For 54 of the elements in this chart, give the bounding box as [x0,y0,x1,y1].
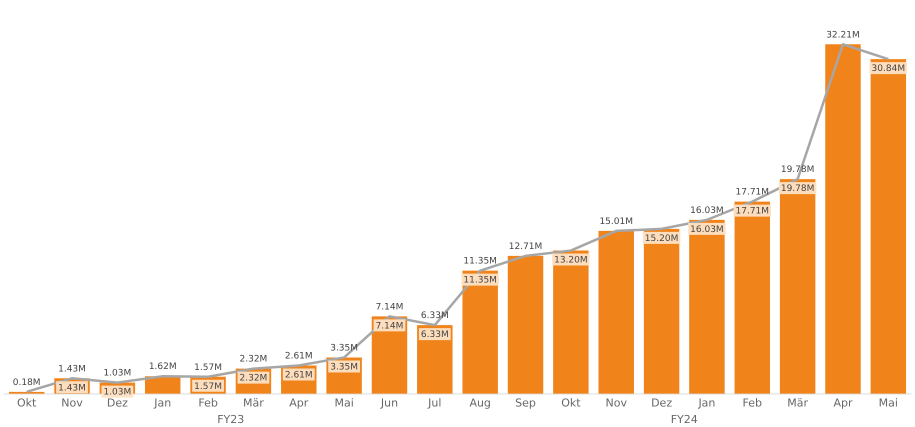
x-tick-label: Jan [697,396,716,410]
data-label: 32.21M [826,30,860,40]
data-label: 1.57M [194,362,222,373]
data-label: 11.35M [463,256,497,267]
data-label: 2.32M [240,354,268,365]
text: FY24 [670,413,698,426]
data-label: 0.18M [12,378,41,388]
data-label: 3.35M [330,362,358,372]
x-tick-label: Mai [334,396,354,410]
x-tick-label: Jun [380,396,398,410]
data-label: 30.84M [872,64,906,74]
x-tick-label: Mär [787,396,808,410]
data-label: 15.01M [599,216,633,227]
data-label: 15.20M [644,234,678,244]
x-tick-label: Dez [106,396,128,410]
data-label: 16.03M [690,224,724,235]
data-label: 6.33M [420,311,449,322]
data-label: 1.03M [103,368,132,379]
x-tick-label: Mai [878,396,898,410]
data-label: 11.35M [463,276,497,286]
x-tick-label: Okt [561,396,582,410]
data-label: 1.43M [58,364,86,374]
data-label: 6.33M [420,330,449,340]
x-tick-label: Dez [651,396,672,410]
x-tick-label: Nov [61,396,84,410]
data-label: 2.32M [240,374,268,384]
data-label: 2.61M [284,370,313,380]
data-label: 19.78M [780,165,814,176]
x-tick-label: Apr [833,396,853,410]
data-label: 2.61M [284,351,313,362]
x-tick-label: Feb [742,396,762,410]
data-label: 17.71M [736,188,770,198]
data-label: 16.03M [690,206,724,216]
data-label: 7.14M [376,321,404,332]
x-tick-label: Mär [243,396,264,410]
data-label: 1.43M [58,383,86,394]
data-label: 19.78M [780,184,814,194]
x-tick-label: Jul [427,396,442,410]
x-tick-label: Apr [289,396,309,410]
text: FY23 [217,413,244,426]
x-tick-label: Jan [153,396,172,410]
x-tick-label: Okt [17,396,38,410]
x-tick-label: Sep [515,396,536,410]
x-tick-label: Nov [605,396,628,410]
data-label: 7.14M [376,302,404,312]
data-label: 3.35M [330,343,358,354]
x-tick-label: Feb [198,396,218,410]
data-label: 13.20M [554,256,588,266]
data-label: 17.71M [736,206,770,217]
data-label: 1.57M [194,382,222,392]
x-tick-label: Aug [469,396,491,410]
data-label: 1.62M [148,362,177,372]
data-label: 12.71M [508,242,542,252]
data-label: 1.03M [103,388,132,398]
